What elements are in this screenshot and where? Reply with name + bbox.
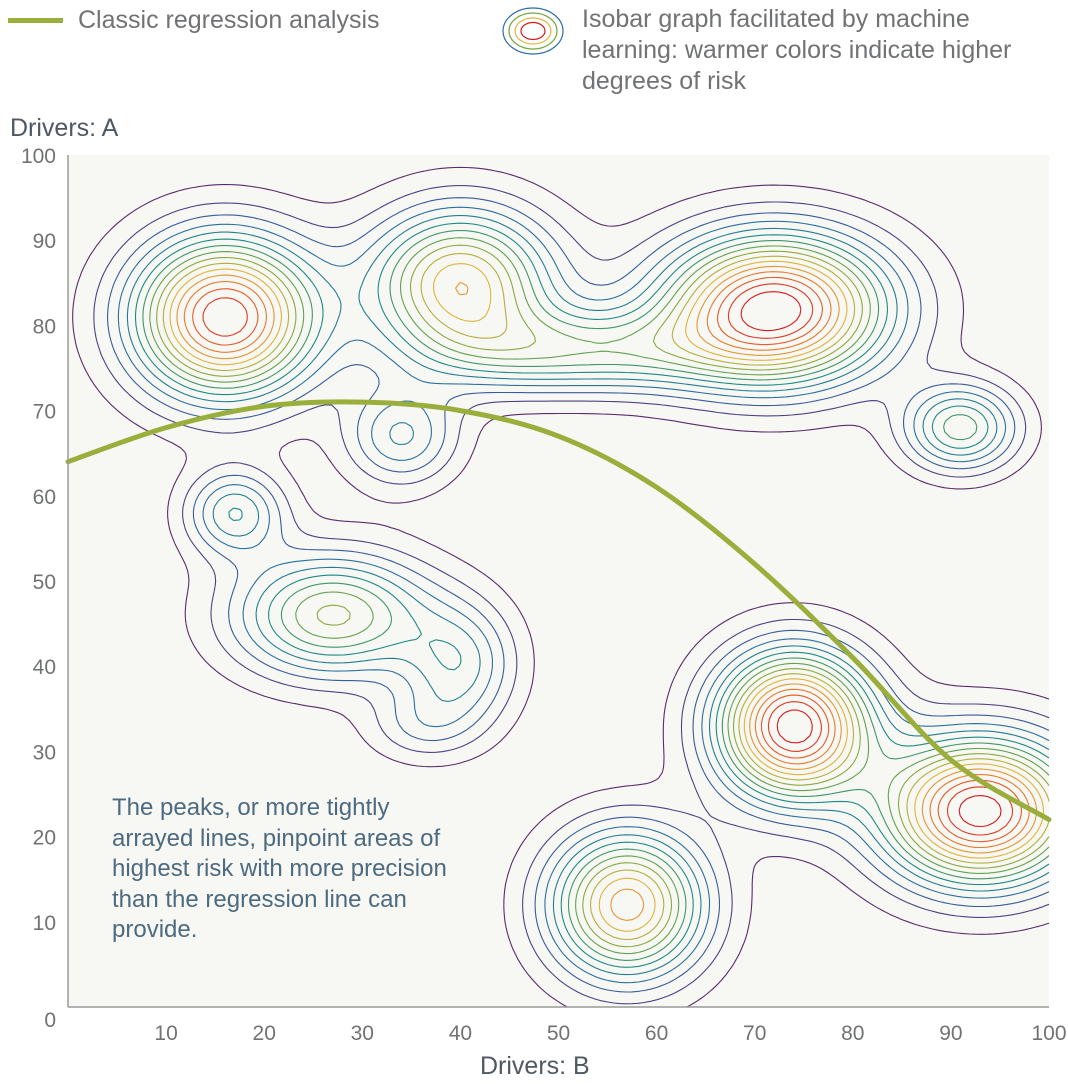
y-tick-label: 30 [33, 741, 56, 764]
x-axis-title: Drivers: B [480, 1052, 590, 1080]
contour-level [107, 197, 1050, 993]
y-tick-label: 20 [33, 827, 56, 850]
contour-level [740, 291, 1002, 828]
regression-legend-label: Classic regression analysis [78, 6, 380, 34]
y-tick-label: 0 [44, 1009, 56, 1032]
x-tick-label: 30 [351, 1022, 374, 1045]
x-tick-label: 70 [743, 1022, 766, 1045]
x-tick-label: 60 [645, 1022, 668, 1045]
y-tick-label: 10 [33, 912, 56, 935]
y-tick-label: 90 [33, 230, 56, 253]
contour-level [192, 276, 1023, 843]
x-tick-label: 100 [1031, 1022, 1066, 1045]
chart-annotation: The peaks, or more tightly arrayed lines… [112, 794, 447, 943]
y-tick-label: 50 [33, 571, 56, 594]
contour-level [183, 271, 1030, 849]
contour-level [72, 166, 1050, 1008]
contour-level [176, 265, 1038, 921]
contour-level [149, 237, 1050, 955]
x-tick-label: 20 [253, 1022, 276, 1045]
x-tick-label: 90 [939, 1022, 962, 1045]
y-tick-label: 40 [33, 656, 56, 679]
contour-level [169, 260, 1045, 932]
y-tick-label: 70 [33, 401, 56, 424]
y-tick-label: 60 [33, 486, 56, 509]
contour-level [134, 222, 1050, 968]
contour-level [142, 229, 1050, 961]
isobar-legend-icon [502, 7, 564, 55]
regression-line [65, 399, 1052, 823]
y-axis-title: Drivers: A [10, 114, 119, 142]
y-tick-label: 100 [21, 145, 56, 168]
y-tick-label: 80 [33, 315, 56, 338]
contour-level [93, 184, 1050, 1005]
contour-level [162, 252, 1050, 941]
x-tick-label: 80 [841, 1022, 864, 1045]
x-tick-label: 40 [449, 1022, 472, 1045]
isobar-legend-label: Isobar graph facilitated by machine lear… [582, 5, 1012, 95]
x-tick-label: 10 [154, 1022, 177, 1045]
x-tick-label: 50 [547, 1022, 570, 1045]
regression-legend-swatch [8, 18, 63, 23]
contour-lines [72, 166, 1050, 1008]
contour-level [156, 244, 1050, 948]
contour-level [126, 214, 1050, 976]
